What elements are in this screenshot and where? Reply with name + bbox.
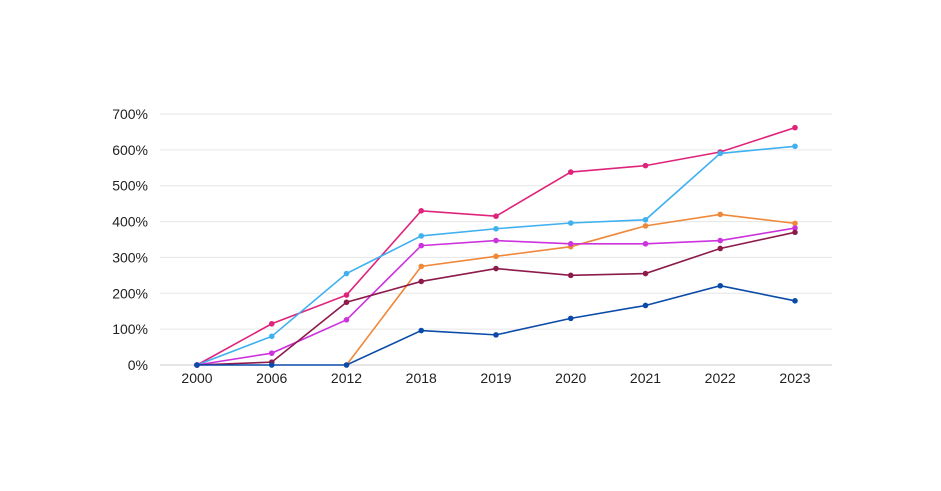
x-tick-label: 2020 (555, 370, 586, 386)
data-point (642, 270, 649, 277)
data-point (642, 302, 649, 309)
data-point (792, 229, 798, 236)
x-tick-label: 2000 (181, 370, 212, 386)
data-point (717, 150, 724, 157)
series-4 (194, 225, 798, 368)
data-point (792, 220, 798, 227)
series-6 (194, 282, 798, 368)
series-line (197, 284, 796, 366)
data-point (194, 362, 200, 368)
y-tick-label: 700% (112, 106, 148, 122)
data-point (268, 350, 275, 356)
data-point (418, 278, 425, 285)
data-point (493, 237, 499, 244)
data-point (343, 270, 350, 277)
y-axis: 0% 100% 200% 300% 400% 500% 600% 700% (112, 106, 148, 373)
y-tick-label: 400% (112, 214, 148, 230)
x-tick-label: 2023 (779, 370, 810, 386)
data-point (567, 169, 574, 175)
data-point (418, 327, 425, 334)
data-point (493, 265, 499, 272)
y-tick-label: 200% (112, 285, 148, 301)
data-point (268, 333, 275, 340)
data-point (792, 124, 798, 131)
data-point (642, 241, 649, 247)
series-line (196, 231, 796, 366)
data-point (792, 225, 798, 231)
x-tick-label: 2021 (630, 370, 661, 386)
series-line (345, 213, 796, 366)
data-point (343, 362, 350, 368)
data-point (418, 208, 425, 214)
y-tick-label: 100% (112, 321, 148, 337)
data-point (717, 282, 724, 289)
series-1 (194, 124, 798, 368)
y-tick-label: 500% (112, 178, 148, 194)
data-point (792, 298, 798, 304)
data-point (493, 253, 499, 260)
y-tick-label: 0% (128, 357, 148, 373)
data-point (493, 225, 499, 232)
data-point (717, 211, 724, 218)
data-point (343, 292, 350, 298)
data-point (642, 216, 649, 223)
series-line (196, 227, 796, 366)
x-tick-label: 2012 (331, 370, 362, 386)
series-group (194, 124, 798, 368)
x-tick-label: 2022 (705, 370, 736, 386)
y-tick-label: 300% (112, 249, 148, 265)
data-point (268, 362, 275, 368)
data-point (792, 143, 798, 150)
data-point (343, 317, 350, 323)
data-point (268, 320, 275, 327)
data-point (418, 263, 425, 270)
data-point (418, 233, 425, 239)
data-point (642, 162, 649, 169)
x-tick-label: 2006 (256, 370, 287, 386)
x-tick-label: 2019 (480, 370, 511, 386)
x-axis: 2000 2006 2012 2018 2019 2020 2021 2022 2023 (181, 370, 810, 386)
data-point (717, 245, 724, 252)
x-tick-label: 2018 (406, 370, 437, 386)
data-point (717, 237, 724, 244)
data-point (567, 315, 574, 322)
data-point (642, 223, 649, 229)
data-point (567, 220, 574, 226)
data-point (418, 242, 425, 249)
data-point (343, 299, 350, 306)
data-point (567, 272, 574, 279)
series-3 (343, 211, 798, 368)
grid (160, 113, 832, 366)
data-point (493, 213, 499, 219)
y-tick-label: 600% (112, 142, 148, 158)
data-point (493, 332, 499, 338)
data-point (567, 241, 574, 247)
